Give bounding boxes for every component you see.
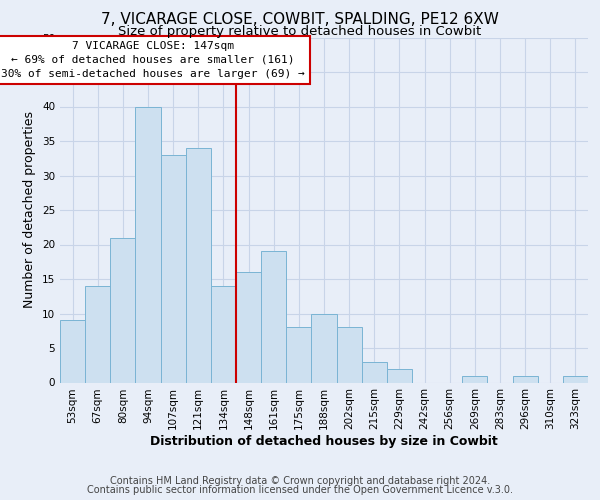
- Bar: [337, 328, 362, 382]
- Bar: [211, 286, 236, 382]
- Bar: [236, 272, 261, 382]
- Text: Size of property relative to detached houses in Cowbit: Size of property relative to detached ho…: [118, 25, 482, 38]
- Bar: [161, 155, 186, 382]
- Bar: [563, 376, 588, 382]
- Bar: [362, 362, 387, 382]
- Bar: [60, 320, 85, 382]
- Bar: [512, 376, 538, 382]
- Text: Contains HM Land Registry data © Crown copyright and database right 2024.: Contains HM Land Registry data © Crown c…: [110, 476, 490, 486]
- Bar: [387, 368, 412, 382]
- Bar: [186, 148, 211, 382]
- Bar: [286, 328, 311, 382]
- Bar: [462, 376, 487, 382]
- Bar: [311, 314, 337, 382]
- Bar: [261, 252, 286, 382]
- Text: Contains public sector information licensed under the Open Government Licence v.: Contains public sector information licen…: [87, 485, 513, 495]
- X-axis label: Distribution of detached houses by size in Cowbit: Distribution of detached houses by size …: [150, 435, 498, 448]
- Bar: [136, 106, 161, 382]
- Bar: [85, 286, 110, 382]
- Bar: [110, 238, 136, 382]
- Text: 7 VICARAGE CLOSE: 147sqm
← 69% of detached houses are smaller (161)
30% of semi-: 7 VICARAGE CLOSE: 147sqm ← 69% of detach…: [1, 41, 305, 79]
- Y-axis label: Number of detached properties: Number of detached properties: [23, 112, 37, 308]
- Text: 7, VICARAGE CLOSE, COWBIT, SPALDING, PE12 6XW: 7, VICARAGE CLOSE, COWBIT, SPALDING, PE1…: [101, 12, 499, 28]
